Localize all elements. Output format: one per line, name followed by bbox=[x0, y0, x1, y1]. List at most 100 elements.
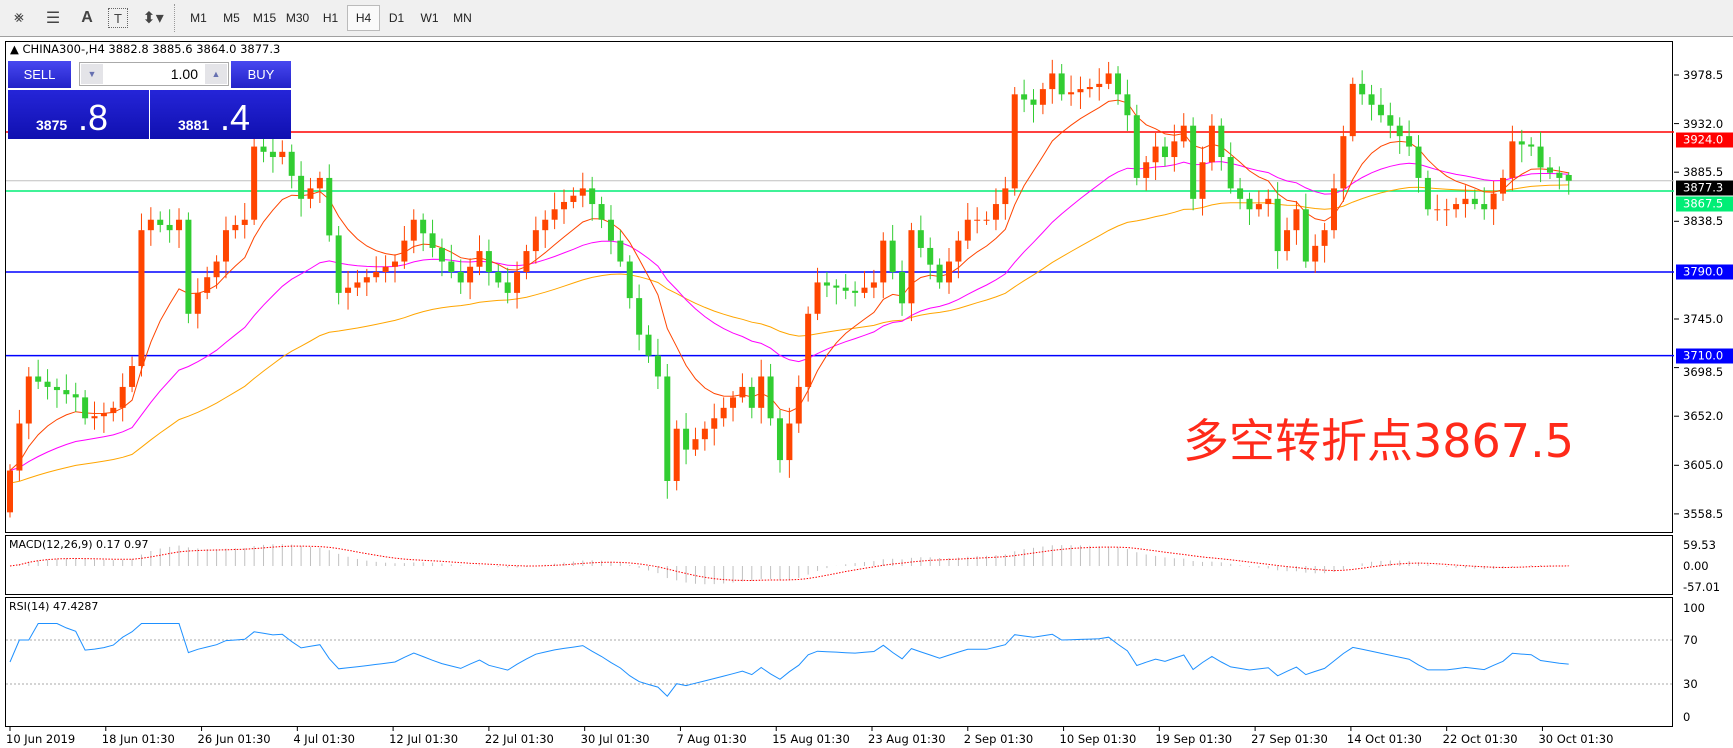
candle bbox=[617, 240, 624, 262]
candle bbox=[1528, 144, 1535, 147]
candle bbox=[626, 261, 633, 299]
candle bbox=[936, 264, 943, 283]
candle bbox=[645, 334, 652, 356]
candle bbox=[53, 386, 60, 391]
lot-value[interactable]: 1.00 bbox=[170, 66, 198, 82]
candle bbox=[1237, 188, 1244, 199]
buy-price-big: .4 bbox=[220, 97, 251, 138]
lot-size-field[interactable]: ▼ 1.00 ▲ bbox=[79, 62, 229, 86]
ma-mid-line bbox=[9, 161, 1569, 471]
level-price-badge: 3877.3 bbox=[1676, 180, 1733, 196]
candle bbox=[438, 247, 445, 262]
candle bbox=[823, 282, 830, 286]
candle bbox=[82, 397, 89, 419]
candle bbox=[861, 287, 868, 293]
candle bbox=[1396, 125, 1403, 137]
candle bbox=[298, 175, 305, 199]
timeframe-m1[interactable]: M1 bbox=[190, 11, 207, 25]
elliott-wave-icon[interactable]: ⨳ bbox=[14, 9, 24, 26]
timeframe-h4[interactable]: H4 bbox=[347, 5, 380, 31]
candle bbox=[814, 282, 821, 314]
time-axis-label: 22 Jul 01:30 bbox=[484, 732, 554, 746]
candle bbox=[1321, 230, 1328, 246]
candle bbox=[1227, 157, 1234, 189]
candle bbox=[157, 219, 164, 225]
candle bbox=[701, 428, 708, 440]
timeframe-w1[interactable]: W1 bbox=[420, 11, 439, 25]
sell-button[interactable]: SELL bbox=[8, 61, 71, 88]
price-axis-label: 3978.5 bbox=[1683, 68, 1724, 82]
candle bbox=[222, 230, 229, 262]
time-axis-label: 4 Jul 01:30 bbox=[293, 732, 355, 746]
candle bbox=[260, 146, 267, 152]
time-axis-label: 7 Aug 01:30 bbox=[676, 732, 747, 746]
candle bbox=[420, 219, 427, 234]
symbol-info: ▲ CHINA300-,H4 3882.8 3885.6 3864.0 3877… bbox=[10, 42, 280, 56]
candle bbox=[1443, 209, 1450, 211]
candle bbox=[805, 313, 812, 387]
candle bbox=[16, 423, 23, 471]
macd-label: MACD(12,26,9) 0.17 0.97 bbox=[9, 538, 149, 551]
macd-axis-label: 0.00 bbox=[1683, 559, 1709, 573]
price-axis-label: 3652.0 bbox=[1683, 409, 1724, 424]
candle bbox=[1471, 198, 1478, 205]
rsi-axis-label: 100 bbox=[1683, 601, 1705, 615]
candle bbox=[1330, 188, 1337, 231]
timeframe-m30[interactable]: M30 bbox=[285, 11, 310, 25]
candle bbox=[1368, 94, 1375, 105]
time-axis-label: 14 Oct 01:30 bbox=[1346, 732, 1422, 746]
rsi-panel[interactable] bbox=[5, 597, 1673, 727]
macd-panel[interactable] bbox=[5, 535, 1673, 595]
candle bbox=[44, 381, 51, 387]
candle bbox=[1086, 87, 1093, 90]
candle bbox=[579, 188, 586, 196]
candle bbox=[917, 230, 924, 248]
main-chart-panel[interactable] bbox=[5, 41, 1673, 533]
candle bbox=[607, 219, 614, 241]
text-label-icon[interactable]: T bbox=[108, 8, 128, 28]
candle bbox=[1190, 125, 1197, 199]
candle bbox=[636, 298, 643, 335]
candle bbox=[946, 261, 952, 283]
candle bbox=[964, 219, 971, 241]
candle bbox=[7, 470, 13, 513]
candle bbox=[138, 230, 145, 367]
candle bbox=[795, 386, 802, 424]
candle bbox=[683, 428, 690, 450]
timeframe-d1[interactable]: D1 bbox=[388, 11, 405, 25]
collapse-triangle-icon[interactable]: ▲ bbox=[10, 42, 19, 56]
candle bbox=[204, 277, 211, 293]
timeframe-m15[interactable]: M15 bbox=[252, 11, 277, 25]
candle bbox=[1509, 141, 1516, 178]
candle bbox=[899, 271, 906, 304]
sell-price[interactable]: 3875 .8 bbox=[8, 90, 149, 139]
candle bbox=[889, 240, 896, 272]
candle bbox=[654, 355, 661, 377]
text-icon[interactable]: A bbox=[81, 9, 93, 26]
candle bbox=[1011, 94, 1018, 189]
candle bbox=[373, 271, 380, 278]
timeframe-bar: M1 M5 M15 M30 H1 H4 D1 W1 MN bbox=[182, 5, 479, 31]
timeframe-m5[interactable]: M5 bbox=[223, 11, 240, 25]
candle bbox=[1415, 146, 1422, 178]
candle bbox=[129, 366, 136, 387]
candle bbox=[748, 386, 755, 408]
candle bbox=[880, 240, 887, 283]
ma-slow-line bbox=[9, 184, 1569, 484]
arrows-icon[interactable]: ⬍▾ bbox=[142, 10, 164, 27]
timeframe-h1[interactable]: H1 bbox=[322, 11, 339, 25]
candle bbox=[1265, 198, 1272, 205]
candle bbox=[72, 394, 79, 398]
fibonacci-icon[interactable]: ☰ bbox=[45, 10, 61, 27]
candle bbox=[1500, 177, 1507, 194]
time-axis-label: 10 Jun 2019 bbox=[6, 732, 76, 746]
lot-decrease-icon[interactable]: ▼ bbox=[81, 64, 103, 84]
buy-button[interactable]: BUY bbox=[231, 61, 291, 88]
toolbar: ⨳ ☰ A T ⬍▾ M1 M5 M15 M30 H1 H4 D1 W1 MN bbox=[0, 0, 1733, 37]
candle bbox=[551, 209, 558, 220]
candle bbox=[213, 261, 220, 278]
candle bbox=[232, 224, 239, 231]
buy-price[interactable]: 3881 .4 bbox=[150, 90, 291, 139]
timeframe-mn[interactable]: MN bbox=[453, 11, 472, 25]
lot-increase-icon[interactable]: ▲ bbox=[205, 64, 227, 84]
